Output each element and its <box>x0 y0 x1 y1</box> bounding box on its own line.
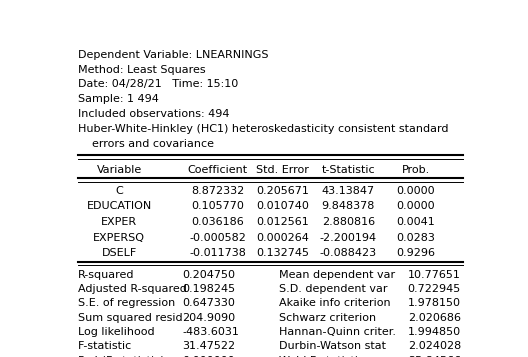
Text: 0.647330: 0.647330 <box>183 298 235 308</box>
Text: Variable: Variable <box>97 165 142 175</box>
Text: 0.9296: 0.9296 <box>397 248 436 258</box>
Text: 1.994850: 1.994850 <box>408 327 461 337</box>
Text: 2.024028: 2.024028 <box>408 341 461 351</box>
Text: 43.13847: 43.13847 <box>322 186 375 196</box>
Text: Wald F-statistic: Wald F-statistic <box>279 356 364 357</box>
Text: 1.978150: 1.978150 <box>408 298 461 308</box>
Text: 0.012561: 0.012561 <box>257 217 309 227</box>
Text: -2.200194: -2.200194 <box>320 232 377 242</box>
Text: R-squared: R-squared <box>78 270 135 280</box>
Text: Date: 04/28/21   Time: 15:10: Date: 04/28/21 Time: 15:10 <box>78 79 239 89</box>
Text: F-statistic: F-statistic <box>78 341 133 351</box>
Text: EXPER: EXPER <box>101 217 137 227</box>
Text: 2.020686: 2.020686 <box>408 313 461 323</box>
Text: Akaike info criterion: Akaike info criterion <box>279 298 390 308</box>
Text: 0.132745: 0.132745 <box>257 248 309 258</box>
Text: 25.84566: 25.84566 <box>408 356 461 357</box>
Text: C: C <box>115 186 123 196</box>
Text: 0.0000: 0.0000 <box>397 201 435 211</box>
Text: 10.77651: 10.77651 <box>408 270 461 280</box>
Text: Hannan-Quinn criter.: Hannan-Quinn criter. <box>279 327 396 337</box>
Text: Coefficient: Coefficient <box>187 165 248 175</box>
Text: errors and covariance: errors and covariance <box>78 139 214 149</box>
Text: t-Statistic: t-Statistic <box>322 165 375 175</box>
Text: Adjusted R-squared: Adjusted R-squared <box>78 284 187 294</box>
Text: Huber-White-Hinkley (HC1) heteroskedasticity consistent standard: Huber-White-Hinkley (HC1) heteroskedasti… <box>78 124 449 134</box>
Text: 204.9090: 204.9090 <box>183 313 235 323</box>
Text: Schwarz criterion: Schwarz criterion <box>279 313 376 323</box>
Text: Method: Least Squares: Method: Least Squares <box>78 65 206 75</box>
Text: Prob.: Prob. <box>402 165 430 175</box>
Text: -483.6031: -483.6031 <box>183 327 240 337</box>
Text: DSELF: DSELF <box>101 248 137 258</box>
Text: -0.011738: -0.011738 <box>189 248 246 258</box>
Text: 0.204750: 0.204750 <box>183 270 235 280</box>
Text: Dependent Variable: LNEARNINGS: Dependent Variable: LNEARNINGS <box>78 50 269 60</box>
Text: 0.722945: 0.722945 <box>408 284 461 294</box>
Text: 0.000264: 0.000264 <box>257 232 309 242</box>
Text: Log likelihood: Log likelihood <box>78 327 155 337</box>
Text: -0.088423: -0.088423 <box>320 248 377 258</box>
Text: EDUCATION: EDUCATION <box>87 201 152 211</box>
Text: EXPERSQ: EXPERSQ <box>93 232 145 242</box>
Text: -0.000582: -0.000582 <box>189 232 246 242</box>
Text: Included observations: 494: Included observations: 494 <box>78 109 230 119</box>
Text: 0.205671: 0.205671 <box>257 186 309 196</box>
Text: 0.0041: 0.0041 <box>397 217 435 227</box>
Text: Mean dependent var: Mean dependent var <box>279 270 395 280</box>
Text: 8.872332: 8.872332 <box>191 186 244 196</box>
Text: 0.0000: 0.0000 <box>397 186 435 196</box>
Text: Std. Error: Std. Error <box>257 165 309 175</box>
Text: 0.198245: 0.198245 <box>183 284 235 294</box>
Text: Durbin-Watson stat: Durbin-Watson stat <box>279 341 386 351</box>
Text: S.E. of regression: S.E. of regression <box>78 298 175 308</box>
Text: Sample: 1 494: Sample: 1 494 <box>78 94 159 104</box>
Text: 0.105770: 0.105770 <box>191 201 244 211</box>
Text: 0.000000: 0.000000 <box>183 356 235 357</box>
Text: S.D. dependent var: S.D. dependent var <box>279 284 387 294</box>
Text: 0.036186: 0.036186 <box>191 217 244 227</box>
Text: 0.0283: 0.0283 <box>397 232 435 242</box>
Text: 0.010740: 0.010740 <box>257 201 309 211</box>
Text: 2.880816: 2.880816 <box>322 217 375 227</box>
Text: Prob(F-statistic): Prob(F-statistic) <box>78 356 166 357</box>
Text: 31.47522: 31.47522 <box>183 341 235 351</box>
Text: Sum squared resid: Sum squared resid <box>78 313 183 323</box>
Text: 9.848378: 9.848378 <box>322 201 375 211</box>
